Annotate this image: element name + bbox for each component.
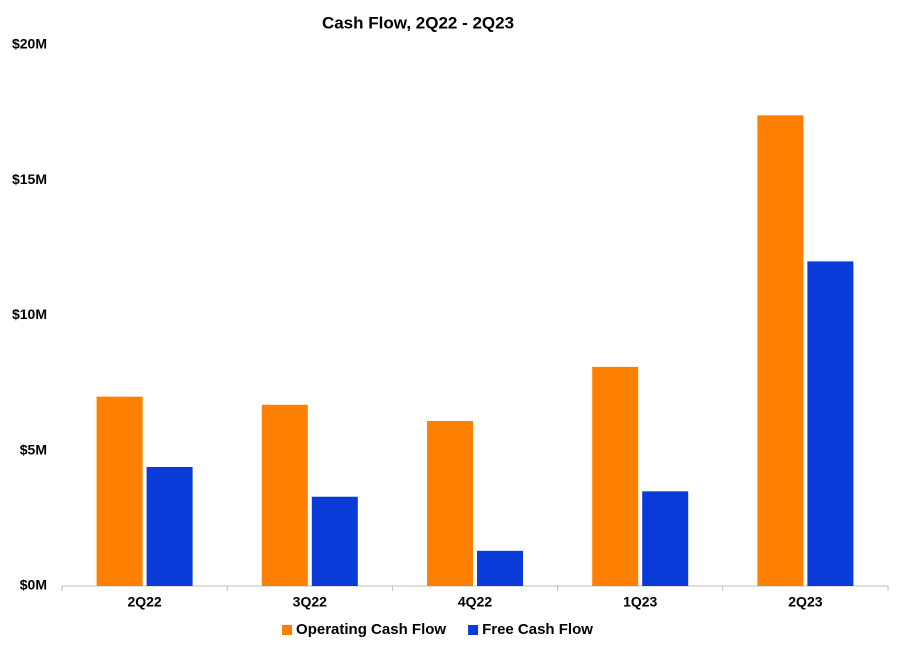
bar: [757, 115, 804, 586]
bar: [96, 396, 143, 586]
bar: [311, 496, 358, 586]
y-tick-label: $20M: [12, 36, 47, 52]
x-tick-label: 1Q23: [623, 594, 657, 610]
bar: [427, 420, 473, 586]
y-tick-label: $10M: [12, 306, 47, 322]
y-tick-label: $5M: [20, 441, 47, 457]
x-tick-label: 2Q23: [788, 594, 822, 610]
x-tick-label: 3Q22: [293, 594, 327, 610]
chart-title: Cash Flow, 2Q22 - 2Q23: [322, 13, 514, 32]
x-tick-label: 4Q22: [458, 594, 492, 610]
y-tick-label: $15M: [12, 171, 47, 187]
legend-label: Free Cash Flow: [482, 621, 593, 638]
y-tick-label: $0M: [20, 577, 47, 593]
bar: [807, 261, 854, 586]
bar: [642, 491, 689, 586]
legend-swatch: [468, 625, 479, 635]
bar: [592, 366, 639, 586]
legend-label: Operating Cash Flow: [296, 621, 446, 638]
legend-swatch: [282, 625, 293, 635]
x-tick-label: 2Q22: [127, 594, 161, 610]
bar: [146, 466, 193, 586]
bar: [477, 550, 523, 586]
bar: [261, 404, 308, 586]
